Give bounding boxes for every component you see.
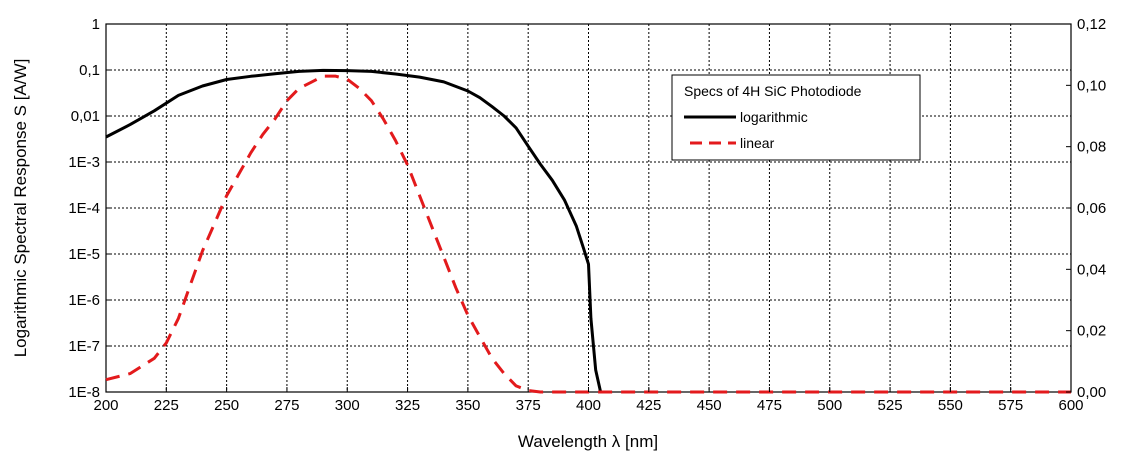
x-tick-label: 375: [516, 397, 541, 414]
tick-labels: 200 225 250 275 300 325 350 375 400 425 450 475 500 5…: [68, 16, 1106, 414]
x-tick-label: 450: [697, 397, 722, 414]
y2-tick-label: 0,04: [1077, 261, 1106, 278]
y-tick-label: 1: [92, 16, 100, 33]
x-tick-label: 600: [1058, 397, 1083, 414]
x-tick-label: 500: [817, 397, 842, 414]
x-tick-label: 525: [878, 397, 903, 414]
y2-tick-label: 0,12: [1077, 16, 1106, 33]
y-tick-label: 1E-3: [68, 154, 100, 171]
y-tick-label: 1E-8: [68, 384, 100, 401]
legend: Specs of 4H SiC Photodiode logarithmic l…: [671, 74, 921, 161]
x-tick-label: 325: [395, 397, 420, 414]
x-axis-title: Wavelength λ [nm]: [518, 432, 658, 451]
x-tick-label: 300: [335, 397, 360, 414]
y-tick-label: 1E-4: [68, 200, 100, 217]
y2-tick-label: 0,08: [1077, 139, 1106, 156]
x-tick-label: 400: [576, 397, 601, 414]
series-line-logarithmic: [105, 68, 603, 393]
x-tick-label: 550: [938, 397, 963, 414]
y-tick-label: 1E-5: [68, 246, 100, 263]
y-tick-label: 0,1: [79, 62, 100, 79]
series-line-linear: [105, 74, 1071, 394]
y2-tick-label: 0,10: [1077, 77, 1106, 94]
x-tick-label: 475: [757, 397, 782, 414]
y-tick-label: 0,01: [71, 108, 100, 125]
legend-entry-linear: linear: [740, 135, 775, 151]
x-tick-label: 575: [998, 397, 1023, 414]
grid: [106, 24, 1071, 392]
y2-tick-label: 0,00: [1077, 384, 1106, 401]
y2-tick-label: 0,02: [1077, 323, 1106, 340]
series-layer: [105, 68, 1071, 394]
x-tick-label: 425: [636, 397, 661, 414]
y2-tick-label: 0,06: [1077, 200, 1106, 217]
x-tick-label: 275: [274, 397, 299, 414]
y-axis-title: Logarithmic Spectral Response S [A/W]: [11, 59, 30, 358]
x-tick-label: 350: [455, 397, 480, 414]
legend-entry-logarithmic: logarithmic: [740, 109, 808, 125]
y-tick-label: 1E-7: [68, 338, 100, 355]
legend-title: Specs of 4H SiC Photodiode: [684, 83, 862, 99]
x-tick-label: 225: [154, 397, 179, 414]
y-tick-label: 1E-6: [68, 292, 100, 309]
x-tick-label: 250: [214, 397, 239, 414]
x-tick-label: 200: [93, 397, 118, 414]
